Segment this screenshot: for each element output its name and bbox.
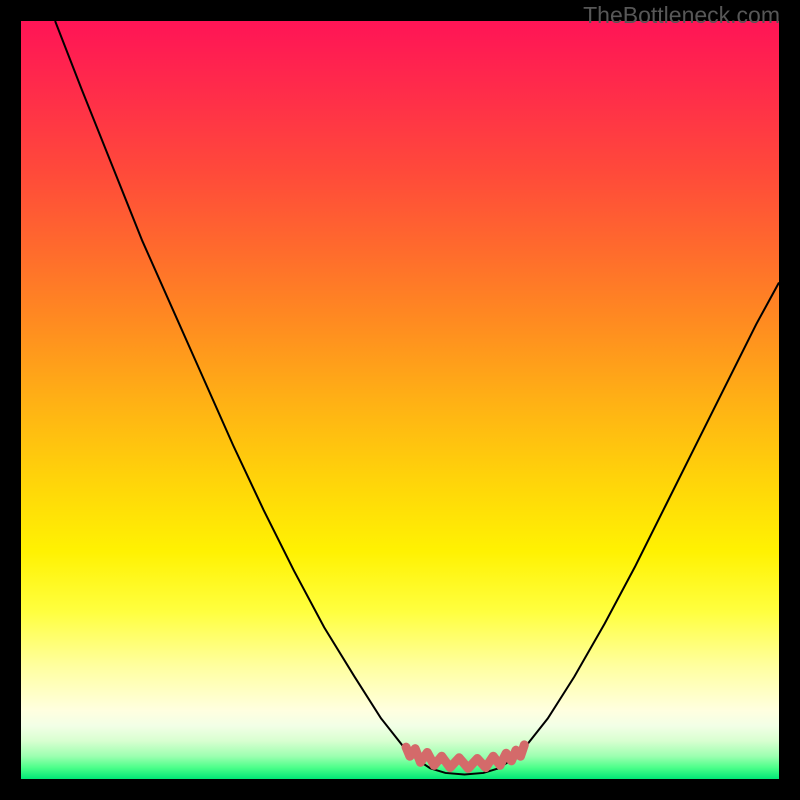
chart-frame: TheBottleneck.com — [0, 0, 800, 800]
watermark-text: TheBottleneck.com — [583, 2, 780, 29]
bottleneck-chart — [21, 21, 779, 779]
gradient-background — [21, 21, 779, 779]
